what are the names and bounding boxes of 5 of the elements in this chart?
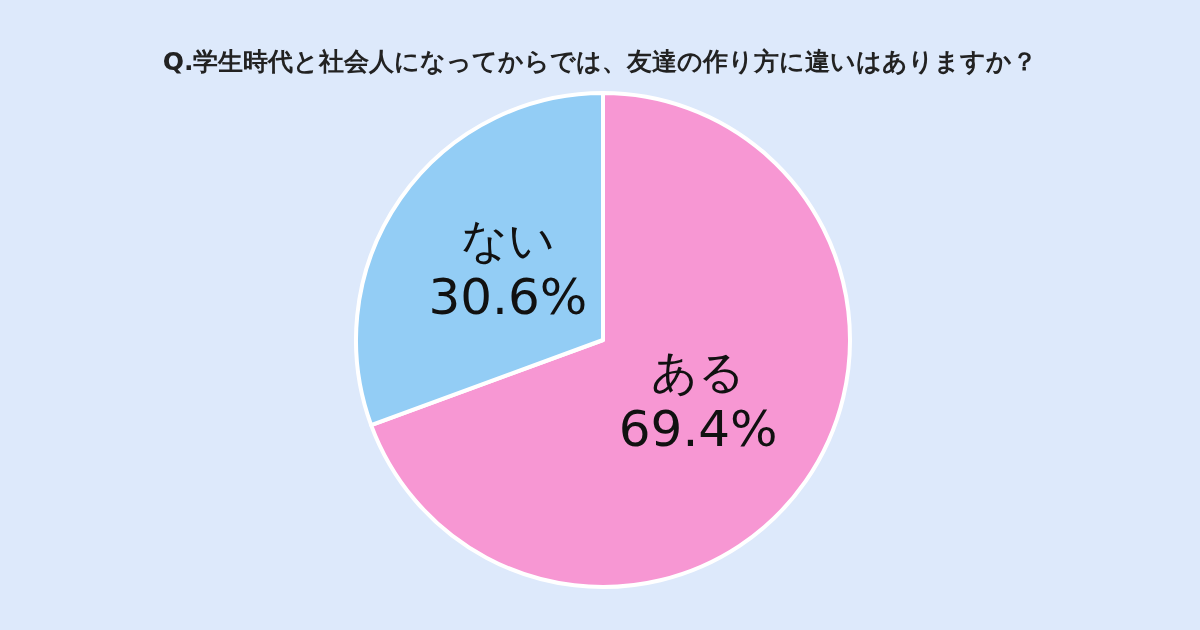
chart-title: Q.学生時代と社会人になってからでは、友達の作り方に違いはありますか？ (162, 47, 1038, 76)
slice-label: ない (460, 212, 555, 267)
data-label: 30.6% (428, 267, 588, 326)
data-label: 69.4% (618, 400, 778, 459)
slice-label: ある (651, 345, 746, 400)
